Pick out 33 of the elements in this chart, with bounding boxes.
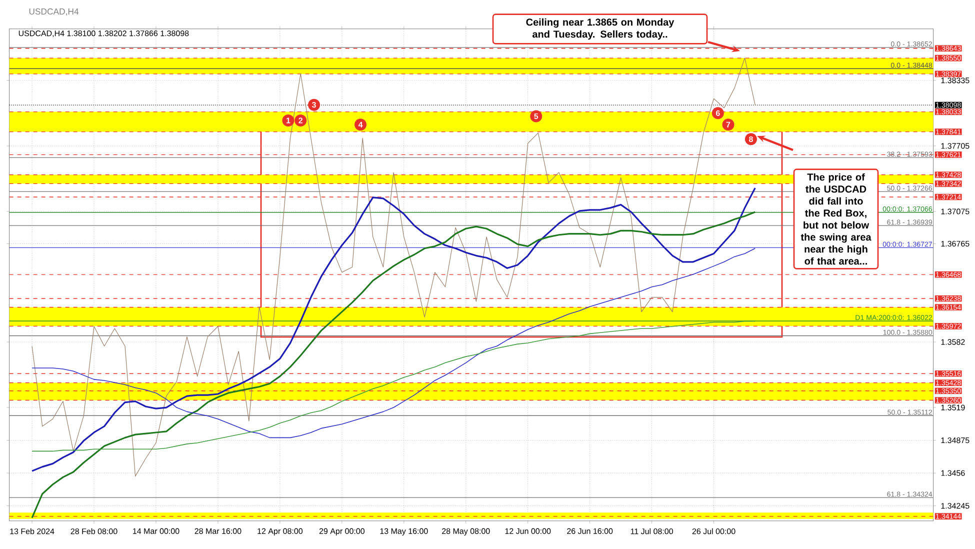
y-tick-label: 1.34875 — [941, 437, 970, 444]
chart-title: USDCAD,H4 — [29, 8, 79, 16]
annotation: The price of the USDCAD did fall into the Red Box, but not below the swing area near the high of that area... — [800, 173, 872, 265]
x-tick-label: 28 Mar 16:00 — [194, 528, 242, 534]
annotation: 2 — [298, 118, 303, 124]
x-tick-label: 28 May 08:00 — [442, 528, 490, 536]
y-tick-label: 1.34245 — [941, 502, 970, 509]
annotation: 8 — [749, 136, 753, 142]
annotation: 4 — [358, 122, 363, 128]
x-tick-label: 26 Jul 00:00 — [692, 528, 736, 534]
x-tick-label: 13 May 16:00 — [380, 528, 428, 536]
y-tick-label: 1.37705 — [941, 143, 970, 149]
x-tick-label: 26 Jun 16:00 — [567, 528, 613, 534]
y-tick-label: 1.36765 — [941, 240, 970, 247]
chart-subtitle: USDCAD,H4 1.38100 1.38202 1.37866 1.38098 — [18, 30, 189, 38]
x-tick-label: 12 Jun 00:00 — [505, 528, 551, 534]
y-tick-label: 1.3582 — [941, 339, 965, 345]
x-tick-label: 29 Apr 00:00 — [319, 528, 365, 536]
y-tick-label: 1.3519 — [941, 404, 965, 410]
annotation: 5 — [534, 113, 538, 120]
annotation: Ceiling near 1.3865 on Monday and Tuesday. Sellers today.. — [526, 18, 674, 40]
x-tick-label: 28 Feb 08:00 — [70, 528, 118, 534]
x-tick-label: 12 Apr 08:00 — [258, 528, 303, 536]
annotation: 3 — [312, 102, 316, 108]
annotation: 6 — [716, 110, 720, 116]
annotation: 1 — [286, 118, 290, 124]
x-tick-label: 14 Mar 00:00 — [133, 528, 180, 534]
x-tick-label: 11 Jul 08:00 — [630, 528, 673, 534]
x-tick-label: 13 Feb 2024 — [10, 528, 54, 534]
y-tick-label: 1.3456 — [941, 470, 965, 476]
y-tick-label: 1.38335 — [941, 78, 970, 84]
annotation: 7 — [726, 122, 730, 128]
y-tick-label: 1.37075 — [941, 208, 970, 214]
